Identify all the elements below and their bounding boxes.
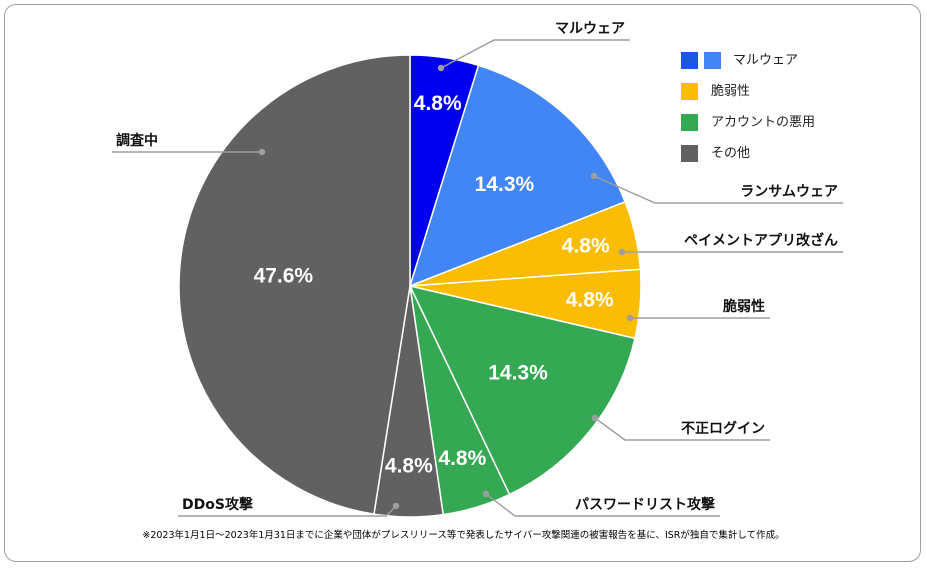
category-label-調査中: 調査中 [116,132,158,149]
category-label-パスワードリスト攻撃: パスワードリスト攻撃 [575,496,715,513]
pie-slice-不正ログイン [408,284,636,496]
legend-label-アカウントの悪用: アカウントの悪用 [711,115,815,130]
leader-dot-パスワードリスト攻撃 [482,490,490,498]
leader-line-不正ログイン [594,417,770,441]
category-label-ランサムウェア: ランサムウェア [740,184,838,200]
value-label-ランサムウェア: 14.3% [475,173,535,196]
value-label-DDoS攻撃: 4.8% [385,455,433,478]
pie-slice-ランサムウェア [408,64,627,288]
leader-line-マルウェア [440,39,630,69]
category-label-ペイメントアプリ改ざん: ペイメントアプリ改ざん [684,232,838,249]
pie-slices [178,54,642,518]
footnote: ※2023年1月1日～2023年1月31日までに企業や団体がプレスリリース等で発… [142,530,785,541]
category-label-脆弱性: 脆弱性 [722,298,765,315]
leader-lines [112,39,843,517]
leader-dot-調査中 [258,148,266,156]
value-label-調査中: 47.6% [254,265,314,288]
legend-swatch-アカウントの悪用-0 [681,114,698,131]
leader-dot-マルウェア [437,64,445,72]
legend-label-マルウェア: マルウェア [733,53,798,68]
value-label-脆弱性: 4.8% [566,289,614,312]
legend-swatch-その他-0 [681,145,698,162]
leader-dot-DDoS攻撃 [392,502,400,510]
value-label-不正ログイン: 14.3% [488,361,548,384]
value-label-マルウェア: 4.8% [414,92,462,115]
legend-swatch-マルウェア-0 [681,52,698,69]
value-label-パスワードリスト攻撃: 4.8% [438,447,486,470]
category-labels: マルウェアランサムウェアペイメントアプリ改ざん脆弱性不正ログインパスワードリスト… [116,21,838,513]
value-labels: 4.8%14.3%4.8%4.8%14.3%4.8%4.8%47.6% [254,92,614,478]
category-label-DDoS攻撃: DDoS攻撃 [182,496,253,513]
value-label-ペイメントアプリ改ざん: 4.8% [562,235,610,258]
leader-line-ランサムウェア [593,175,843,204]
legend-swatch-脆弱性-0 [681,83,698,100]
legend-label-その他: その他 [711,146,750,161]
category-label-マルウェア: マルウェア [555,21,625,37]
leader-dot-ペイメントアプリ改ざん [618,248,626,256]
leader-dot-脆弱性 [626,314,634,322]
legend-label-脆弱性: 脆弱性 [711,83,750,99]
leader-line-パスワードリスト攻撃 [485,493,720,517]
leader-dot-ランサムウェア [590,172,598,180]
category-label-不正ログイン: 不正ログイン [681,420,765,437]
legend-swatch-マルウェア-1 [704,52,721,69]
leader-dot-不正ログイン [591,414,599,422]
pie-slice-調査中 [178,54,411,516]
leader-line-DDoS攻撃 [178,505,397,517]
